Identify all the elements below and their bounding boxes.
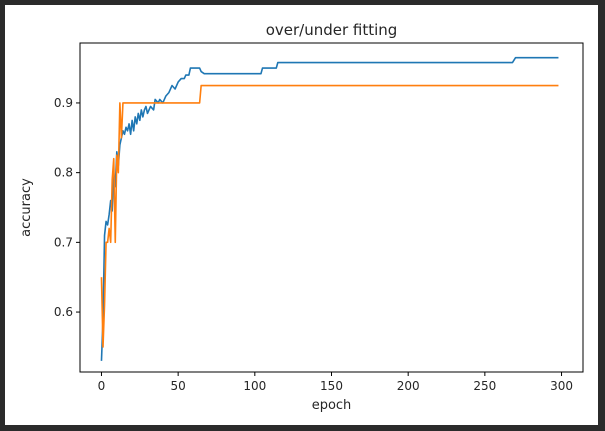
x-axis-label: epoch bbox=[312, 398, 352, 413]
x-tick-label: 250 bbox=[473, 379, 496, 393]
plot-frame bbox=[79, 42, 584, 373]
x-tick-label: 0 bbox=[98, 379, 106, 393]
series-layer bbox=[100, 56, 559, 361]
y-tick-label: 0.7 bbox=[54, 235, 73, 249]
series-line-2 bbox=[100, 84, 559, 348]
x-axis-ticks: 0 50 100 150 200 250 300 bbox=[98, 372, 573, 393]
y-tick-label: 0.8 bbox=[54, 166, 73, 180]
y-axis-label: accuracy bbox=[19, 178, 34, 237]
x-tick-label: 100 bbox=[243, 379, 266, 393]
x-tick-label: 300 bbox=[550, 379, 573, 393]
line-chart: 0 50 100 150 200 250 300 0.6 0.7 0.8 0.9 over/und… bbox=[19, 21, 584, 413]
chart-figure: 0 50 100 150 200 250 300 0.6 0.7 0.8 0.9 over/und… bbox=[5, 5, 598, 425]
y-tick-label: 0.9 bbox=[54, 96, 73, 110]
chart-title: over/under fitting bbox=[266, 21, 398, 39]
x-tick-label: 50 bbox=[171, 379, 186, 393]
x-tick-label: 200 bbox=[397, 379, 420, 393]
y-tick-label: 0.6 bbox=[54, 305, 73, 319]
y-axis-ticks: 0.6 0.7 0.8 0.9 bbox=[54, 96, 80, 319]
x-tick-label: 150 bbox=[320, 379, 343, 393]
